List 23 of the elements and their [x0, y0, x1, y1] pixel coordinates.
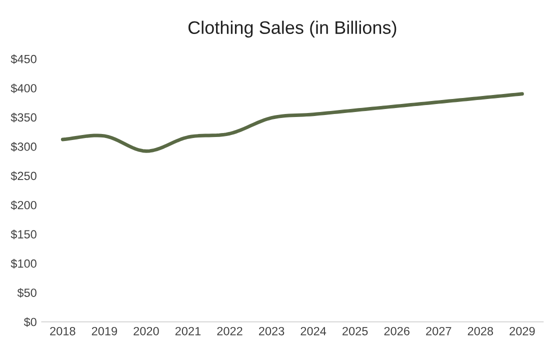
y-tick-label: $150	[10, 230, 36, 240]
x-tick-label: 2028	[468, 326, 494, 336]
y-tick-label: $450	[10, 54, 36, 64]
x-tick-label: 2025	[342, 326, 368, 336]
x-tick-label: 2019	[92, 326, 118, 336]
y-tick-label: $300	[10, 142, 36, 152]
x-tick-label: 2018	[50, 326, 76, 336]
x-tick-label: 2020	[134, 326, 159, 336]
y-tick-label: $100	[10, 258, 36, 268]
x-tick-label: 2022	[217, 326, 242, 336]
x-tick-label: 2027	[426, 326, 452, 336]
x-tick-label: 2029	[510, 326, 535, 336]
y-tick-label: $250	[10, 171, 36, 181]
x-tick-label: 2021	[175, 326, 201, 336]
y-tick-label: $200	[10, 200, 36, 210]
y-tick-label: $50	[17, 288, 36, 298]
chart-title: Clothing Sales (in Billions)	[188, 20, 396, 38]
x-tick-label: 2023	[259, 326, 284, 336]
y-tick-label: $0	[24, 317, 36, 327]
x-tick-label: 2026	[384, 326, 410, 336]
x-tick-label: 2024	[300, 326, 326, 336]
y-tick-label: $350	[10, 112, 36, 122]
y-tick-label: $400	[10, 84, 36, 94]
